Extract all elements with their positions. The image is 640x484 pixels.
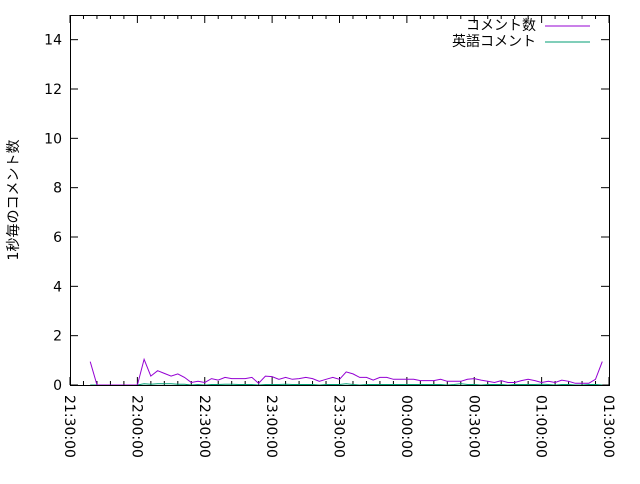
x-tick-label: 00:00:00 [398,395,414,458]
x-tick-label: 23:30:00 [331,395,347,458]
legend-label-0: コメント数 [466,18,536,34]
y-tick-label: 12 [44,82,62,98]
x-tick-label: 21:30:00 [61,395,77,458]
x-tick-label: 01:00:00 [533,395,549,458]
x-tick-label: 23:00:00 [263,395,279,458]
y-tick-label: 10 [44,131,62,147]
axis-ticks: 0 2 4 6 8 10 12 14 21:30:00 22:00:00 22:30:00 23:00… [44,15,616,458]
y-tick-label: 8 [53,181,62,197]
series-line-1 [90,383,603,386]
x-tick-label: 00:30:00 [465,395,481,458]
series-lines [89,357,603,386]
y-tick-label: 0 [53,378,62,394]
y-tick-label: 6 [53,230,62,246]
x-tick-label: 01:30:00 [600,395,616,458]
y-tick-label: 4 [53,279,62,295]
x-tick-label: 22:30:00 [196,395,212,458]
y-tick-label: 14 [44,33,62,49]
plot-border [70,15,610,386]
series-line-0 [89,357,603,386]
legend: コメント数 英語コメント [452,18,590,50]
x-tick-label: 22:00:00 [128,395,144,458]
legend-label-1: 英語コメント [452,33,536,50]
y-tick-label: 2 [53,329,62,345]
y-axis-label: 1秒毎のコメント数 [6,140,22,261]
